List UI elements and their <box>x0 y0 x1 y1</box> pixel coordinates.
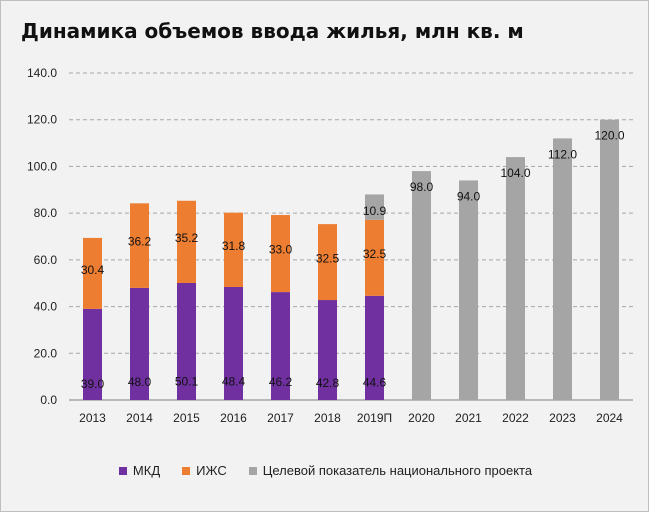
x-tick-label: 2013 <box>79 411 106 425</box>
x-tick-label: 2014 <box>126 411 153 425</box>
bar-segment <box>318 300 337 400</box>
bar-segment <box>83 308 102 400</box>
y-tick-label: 120.0 <box>27 113 57 127</box>
data-label: 44.6 <box>363 376 387 390</box>
bar-segment <box>271 292 290 400</box>
data-label: 39.0 <box>81 377 105 391</box>
bar-segment <box>553 138 572 400</box>
y-tick-label: 80.0 <box>34 206 58 220</box>
bar-segment <box>506 157 525 400</box>
legend-swatch-mkd <box>118 466 127 475</box>
legend: МКД ИЖС Целевой показатель национального… <box>1 463 649 478</box>
bar-segment <box>271 215 290 293</box>
x-tick-label: 2016 <box>220 411 247 425</box>
legend-label-mkd: МКД <box>132 463 161 478</box>
data-label: 112.0 <box>548 147 577 161</box>
x-tick-label: 2021 <box>455 411 482 425</box>
data-label: 30.4 <box>81 263 105 277</box>
x-tick-label: 2017 <box>267 411 294 425</box>
y-tick-label: 0.0 <box>40 393 57 407</box>
data-label: 31.8 <box>222 239 246 253</box>
data-label: 35.2 <box>175 231 199 245</box>
bar-segment <box>600 119 619 400</box>
y-tick-label: 100.0 <box>27 159 57 173</box>
data-label: 104.0 <box>500 166 530 180</box>
data-label: 120.0 <box>594 129 624 143</box>
bar-segment <box>130 287 149 400</box>
data-label: 48.0 <box>128 375 152 389</box>
bar-segment <box>365 194 384 220</box>
legend-item-izhs: ИЖС <box>182 463 227 478</box>
bar-segment <box>365 295 384 400</box>
data-label: 46.2 <box>269 375 293 389</box>
y-tick-label: 20.0 <box>34 346 58 360</box>
legend-swatch-izhs <box>182 466 191 475</box>
chart-title: Динамика объемов ввода жилья, млн кв. м <box>21 19 524 43</box>
bar-segment <box>83 237 102 309</box>
bar-segment <box>318 224 337 301</box>
x-tick-label: 2020 <box>408 411 435 425</box>
bar-segment <box>177 282 196 400</box>
bar-segment <box>224 286 243 400</box>
bar-segment <box>130 203 149 288</box>
legend-label-izhs: ИЖС <box>196 463 227 478</box>
data-label: 50.1 <box>175 374 199 388</box>
data-label: 48.4 <box>222 375 246 389</box>
data-label: 10.9 <box>363 204 387 218</box>
bar-segment <box>224 212 243 287</box>
legend-item-mkd: МКД <box>118 463 161 478</box>
data-label: 32.5 <box>316 251 340 265</box>
data-label: 36.2 <box>128 234 152 248</box>
x-tick-label: 2024 <box>596 411 623 425</box>
data-label: 98.0 <box>410 180 434 194</box>
bar-segment <box>365 219 384 296</box>
x-tick-label: 2022 <box>502 411 529 425</box>
bar-segment <box>412 171 431 400</box>
legend-swatch-target <box>248 466 257 475</box>
data-label: 42.8 <box>316 376 340 390</box>
data-label: 32.5 <box>363 247 387 261</box>
legend-label-target: Целевой показатель национального проекта <box>262 463 533 478</box>
bar-segment <box>459 180 478 400</box>
y-tick-label: 60.0 <box>34 253 58 267</box>
legend-item-target: Целевой показатель национального проекта <box>248 463 533 478</box>
data-label: 33.0 <box>269 243 293 257</box>
y-tick-label: 40.0 <box>34 300 58 314</box>
data-label: 94.0 <box>457 189 481 203</box>
x-tick-label: 2023 <box>549 411 576 425</box>
x-tick-label: 2015 <box>173 411 200 425</box>
y-tick-label: 140.0 <box>27 66 57 80</box>
x-tick-label: 2018 <box>314 411 341 425</box>
bar-segment <box>177 200 196 283</box>
x-tick-label: 2019П <box>357 411 392 425</box>
